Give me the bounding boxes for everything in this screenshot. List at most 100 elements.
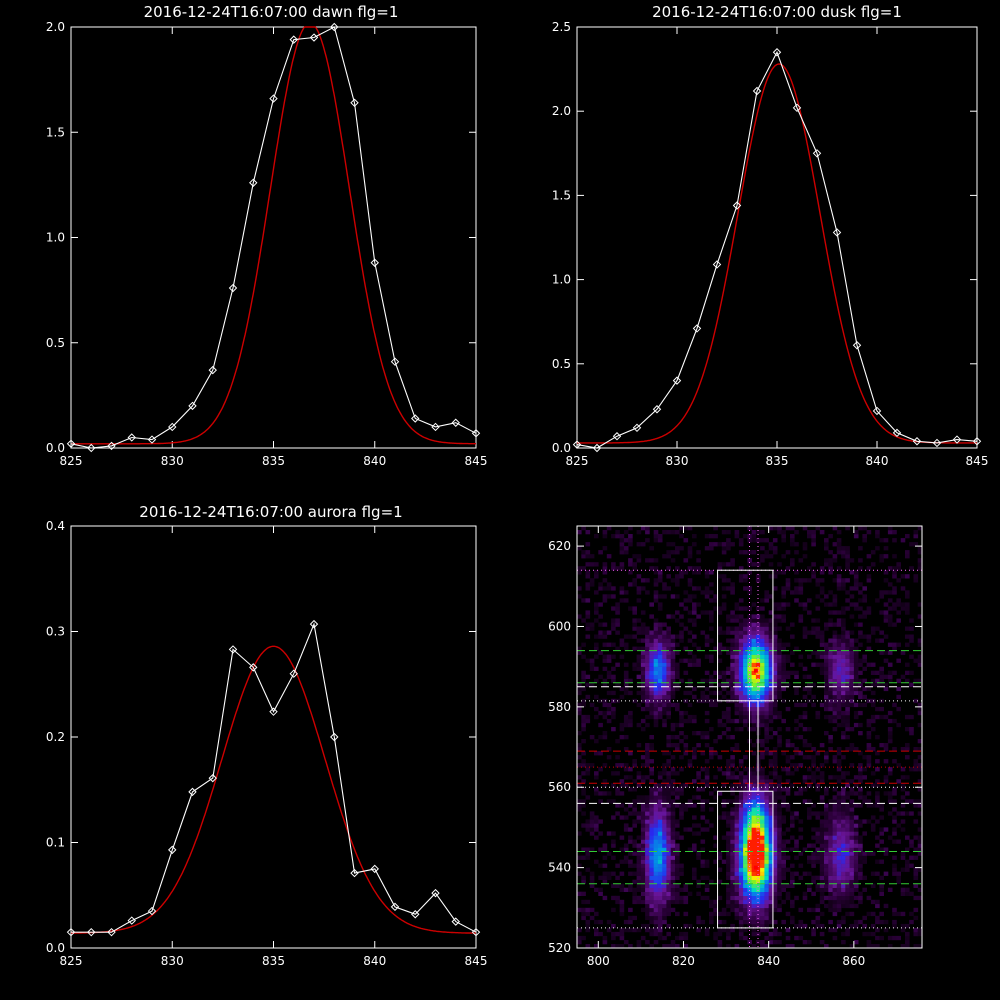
heatmap-cell bbox=[849, 686, 855, 692]
heatmap-cell bbox=[832, 698, 838, 704]
heatmap-cell bbox=[581, 674, 586, 679]
heatmap-cell bbox=[649, 787, 654, 792]
heatmap-cell bbox=[841, 678, 846, 683]
heatmap-cell bbox=[832, 839, 838, 844]
heatmap-cell bbox=[581, 727, 586, 732]
heatmap-cell bbox=[738, 787, 744, 792]
heatmap-cell bbox=[777, 819, 782, 824]
heatmap-cell bbox=[858, 566, 863, 571]
heatmap-cell bbox=[683, 690, 689, 696]
heatmap-cell bbox=[666, 775, 671, 780]
heatmap-cell bbox=[606, 747, 612, 752]
heatmap-cell bbox=[649, 807, 654, 812]
heatmap-cell bbox=[760, 944, 765, 949]
heatmap-cell bbox=[645, 530, 650, 535]
heatmap-cell bbox=[832, 638, 838, 643]
heatmap-cell bbox=[700, 779, 706, 784]
heatmap-cell bbox=[675, 618, 680, 623]
heatmap-cell bbox=[917, 566, 923, 571]
heatmap-cell bbox=[913, 895, 919, 901]
heatmap-cell bbox=[675, 682, 680, 687]
heatmap-cell bbox=[892, 867, 897, 872]
heatmap-cell bbox=[875, 803, 880, 808]
heatmap-cell bbox=[649, 682, 654, 687]
heatmap-cell bbox=[887, 791, 893, 796]
heatmap-cell bbox=[606, 654, 612, 659]
heatmap-cell bbox=[743, 722, 748, 728]
heatmap-cell bbox=[751, 831, 757, 836]
heatmap-cell bbox=[777, 891, 782, 896]
heatmap-cell bbox=[589, 735, 595, 740]
heatmap-cell bbox=[675, 867, 680, 872]
heatmap-cell bbox=[849, 791, 855, 796]
heatmap-cell bbox=[721, 835, 727, 840]
heatmap-cell bbox=[777, 811, 782, 816]
heatmap-cell bbox=[611, 562, 616, 567]
heatmap-cell bbox=[653, 855, 659, 860]
heatmap-cell bbox=[853, 875, 859, 880]
heatmap-cell bbox=[726, 883, 731, 888]
dawn-xtick-label: 825 bbox=[60, 454, 83, 468]
heatmap-cell bbox=[623, 887, 629, 892]
heatmap-cell bbox=[802, 702, 808, 708]
heatmap-cell bbox=[666, 771, 671, 776]
heatmap-cell bbox=[845, 871, 850, 876]
heatmap-cell bbox=[755, 811, 761, 816]
heatmap-cell bbox=[738, 779, 744, 784]
heatmap-cell bbox=[845, 630, 850, 635]
heatmap-cell bbox=[751, 638, 757, 643]
heatmap-cell bbox=[709, 903, 714, 909]
dawn-xtick-label: 840 bbox=[363, 454, 386, 468]
heatmap-cell bbox=[594, 927, 599, 933]
heatmap-cell bbox=[811, 702, 816, 708]
heatmap-cell bbox=[653, 907, 659, 913]
heatmap-cell bbox=[768, 887, 774, 892]
heatmap-cell bbox=[828, 566, 833, 571]
heatmap-cell bbox=[751, 614, 757, 619]
heatmap-cell bbox=[887, 739, 893, 744]
heatmap-cell bbox=[841, 546, 846, 551]
heatmap-cell bbox=[640, 674, 646, 679]
heatmap-cell bbox=[862, 755, 867, 760]
heatmap-cell bbox=[662, 751, 667, 756]
heatmap-cell bbox=[692, 642, 697, 647]
heatmap-cell bbox=[828, 871, 833, 876]
heatmap-cell bbox=[657, 662, 663, 667]
heatmap-cell bbox=[853, 662, 859, 667]
heatmap-cell bbox=[721, 694, 727, 700]
heatmap-cell bbox=[913, 759, 919, 764]
heatmap-cell bbox=[836, 875, 842, 880]
heatmap-cell bbox=[862, 538, 867, 543]
heatmap-cell bbox=[632, 799, 637, 804]
heatmap-cell bbox=[790, 622, 795, 627]
heatmap-cell bbox=[819, 578, 825, 583]
heatmap-cell bbox=[841, 859, 846, 864]
heatmap-cell bbox=[858, 731, 863, 736]
heatmap-cell bbox=[802, 710, 808, 716]
heatmap-cell bbox=[687, 847, 693, 852]
heatmap-cell bbox=[675, 666, 680, 671]
heatmap-cell bbox=[640, 819, 646, 824]
heatmap-cell bbox=[657, 574, 663, 579]
heatmap-cell bbox=[666, 542, 671, 547]
heatmap-cell bbox=[704, 634, 710, 639]
heatmap-cell bbox=[917, 779, 923, 784]
heatmap-cell bbox=[640, 630, 646, 635]
heatmap-cell bbox=[602, 871, 608, 876]
heatmap-cell bbox=[909, 799, 914, 804]
heatmap-cell bbox=[717, 642, 723, 647]
dawn-data-point bbox=[370, 258, 379, 267]
heatmap-cell bbox=[836, 694, 842, 700]
heatmap-cell bbox=[734, 674, 740, 679]
heatmap-cell bbox=[585, 907, 591, 913]
heatmap-cell bbox=[802, 626, 808, 631]
heatmap-cell bbox=[751, 895, 757, 901]
heatmap-cell bbox=[738, 718, 744, 724]
heatmap-cell bbox=[751, 915, 757, 921]
heatmap-cell bbox=[824, 594, 829, 599]
heatmap-cell bbox=[738, 899, 744, 905]
heatmap-cell bbox=[887, 650, 893, 655]
heatmap-cell bbox=[730, 658, 735, 663]
heatmap-cell bbox=[858, 670, 863, 675]
